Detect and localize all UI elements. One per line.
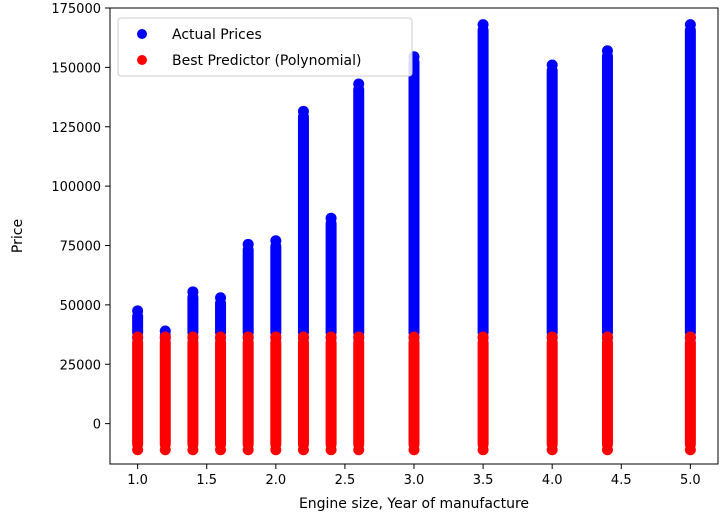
data-column bbox=[477, 336, 489, 450]
x-tick-label: 1.0 bbox=[127, 473, 148, 488]
data-column bbox=[325, 218, 337, 339]
data-point bbox=[215, 331, 227, 343]
y-tick-label: 150000 bbox=[51, 61, 101, 76]
data-point bbox=[297, 331, 309, 343]
data-point bbox=[353, 331, 365, 343]
data-column bbox=[215, 297, 227, 339]
data-column bbox=[477, 24, 489, 339]
data-column bbox=[297, 336, 309, 450]
data-column bbox=[270, 336, 282, 450]
data-point bbox=[325, 331, 337, 343]
series-layer bbox=[132, 19, 696, 456]
data-column bbox=[684, 336, 696, 450]
legend-label-actual-prices: Actual Prices bbox=[172, 27, 262, 43]
data-point bbox=[546, 331, 558, 343]
x-tick-label: 4.0 bbox=[542, 473, 563, 488]
data-point bbox=[215, 444, 227, 456]
y-tick-label: 175000 bbox=[51, 2, 101, 17]
data-column bbox=[159, 336, 171, 450]
y-tick-label: 25000 bbox=[60, 358, 101, 373]
data-point bbox=[159, 444, 171, 456]
data-column bbox=[408, 56, 420, 339]
data-column bbox=[684, 24, 696, 339]
data-column bbox=[187, 291, 199, 339]
data-point bbox=[325, 444, 337, 456]
data-point bbox=[132, 305, 144, 317]
series-best-predictor bbox=[132, 331, 696, 456]
data-point bbox=[408, 331, 420, 343]
x-tick-label: 3.0 bbox=[404, 473, 425, 488]
y-tick-label: 100000 bbox=[51, 180, 101, 195]
data-column bbox=[546, 336, 558, 450]
x-tick-label: 2.0 bbox=[265, 473, 286, 488]
data-point bbox=[684, 331, 696, 343]
data-point bbox=[601, 331, 613, 343]
y-axis: 0 25000 50000 75000 100000 125000 150000 175000 bbox=[51, 2, 110, 433]
data-point bbox=[270, 331, 282, 343]
data-point bbox=[325, 212, 337, 224]
legend-marker-actual-prices bbox=[137, 29, 147, 39]
data-point bbox=[477, 19, 489, 31]
data-point bbox=[215, 292, 227, 304]
data-column bbox=[601, 50, 613, 339]
y-axis-label: Price bbox=[10, 219, 26, 253]
legend-marker-best-predictor bbox=[137, 55, 147, 65]
x-tick-label: 1.5 bbox=[196, 473, 217, 488]
y-tick-label: 75000 bbox=[60, 240, 101, 255]
legend-box bbox=[117, 17, 413, 77]
data-column bbox=[325, 336, 337, 450]
data-point bbox=[270, 444, 282, 456]
data-column bbox=[187, 336, 199, 450]
x-axis-label: Engine size, Year of manufacture bbox=[299, 496, 529, 512]
y-tick-label: 125000 bbox=[51, 121, 101, 136]
data-column bbox=[242, 244, 254, 339]
data-point bbox=[477, 444, 489, 456]
data-point bbox=[353, 78, 365, 90]
y-tick-label: 50000 bbox=[60, 299, 101, 314]
data-column bbox=[297, 111, 309, 339]
data-point bbox=[132, 444, 144, 456]
x-axis: 1.0 1.5 2.0 2.5 3.0 3.5 4.0 4.5 5.0 bbox=[127, 464, 701, 488]
legend: Actual Prices Best Predictor (Polynomial… bbox=[117, 17, 413, 77]
data-point bbox=[353, 444, 365, 456]
data-point bbox=[187, 444, 199, 456]
data-column bbox=[132, 336, 144, 450]
x-tick-label: 3.5 bbox=[473, 473, 494, 488]
data-point bbox=[297, 105, 309, 117]
x-tick-label: 5.0 bbox=[680, 473, 701, 488]
data-point bbox=[601, 45, 613, 57]
data-point bbox=[187, 331, 199, 343]
data-column bbox=[242, 336, 254, 450]
data-point bbox=[242, 331, 254, 343]
y-tick-label: 0 bbox=[93, 418, 101, 433]
legend-label-best-predictor: Best Predictor (Polynomial) bbox=[172, 53, 362, 69]
data-column bbox=[353, 84, 365, 339]
data-point bbox=[684, 19, 696, 31]
x-tick-label: 2.5 bbox=[335, 473, 356, 488]
data-point bbox=[242, 238, 254, 250]
data-column bbox=[546, 65, 558, 339]
x-tick-label: 4.5 bbox=[611, 473, 632, 488]
data-column bbox=[408, 336, 420, 450]
data-point bbox=[187, 286, 199, 298]
data-point bbox=[408, 444, 420, 456]
data-point bbox=[477, 331, 489, 343]
data-point bbox=[242, 444, 254, 456]
data-column bbox=[215, 336, 227, 450]
data-column bbox=[270, 240, 282, 339]
data-column bbox=[132, 310, 144, 339]
data-point bbox=[684, 444, 696, 456]
data-column bbox=[601, 336, 613, 450]
data-point bbox=[546, 444, 558, 456]
data-column bbox=[353, 336, 365, 450]
data-point bbox=[270, 235, 282, 247]
data-point bbox=[132, 331, 144, 343]
data-point bbox=[601, 444, 613, 456]
data-point bbox=[297, 444, 309, 456]
data-point bbox=[546, 59, 558, 71]
data-point bbox=[159, 331, 171, 343]
